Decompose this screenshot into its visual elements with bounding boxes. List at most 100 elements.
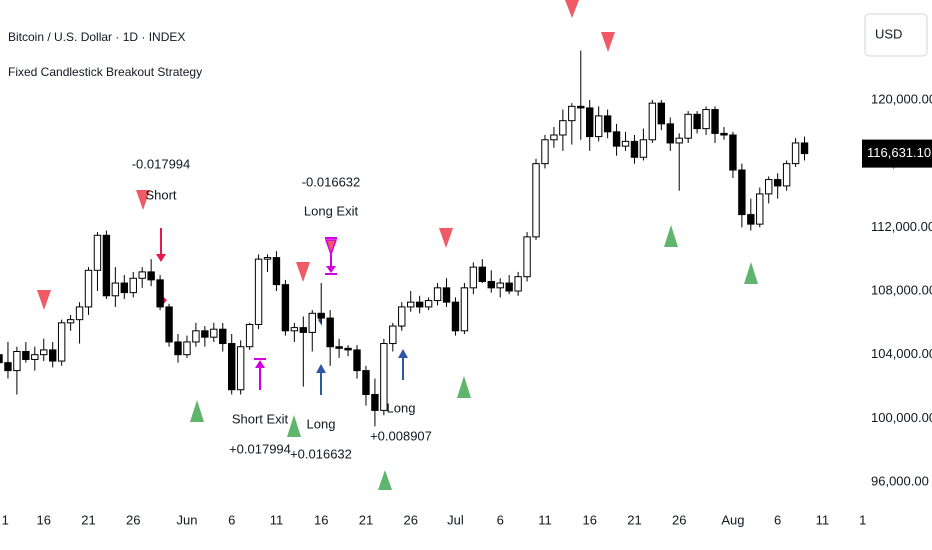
last-price-box xyxy=(862,139,932,168)
trade-profit: +0.008907 xyxy=(370,428,432,443)
candle-body xyxy=(505,282,513,292)
candle-body xyxy=(621,140,630,147)
candle-body xyxy=(49,349,57,362)
candle-body xyxy=(57,322,66,362)
sell-signals xyxy=(37,0,615,310)
trade-label: Short xyxy=(145,187,176,202)
candle-body xyxy=(75,306,84,321)
currency-button[interactable] xyxy=(864,13,928,57)
candle-body xyxy=(782,163,791,187)
x-tick-label: 21 xyxy=(627,512,641,527)
candle-body xyxy=(594,115,603,138)
candle-body xyxy=(738,169,746,216)
candle-body xyxy=(389,325,397,345)
candle-body xyxy=(210,328,218,338)
candle-body xyxy=(317,312,325,319)
buy-triangle xyxy=(378,470,392,490)
buy-triangle xyxy=(457,376,471,398)
trade-profit: -0.016632 xyxy=(302,174,361,189)
exit-marker xyxy=(324,239,338,257)
candle-body xyxy=(228,343,236,391)
sell-triangle xyxy=(601,32,615,52)
candle-body xyxy=(84,269,93,308)
candle-body xyxy=(720,132,728,136)
candle-body xyxy=(702,109,710,130)
candle-body xyxy=(0,354,3,364)
buy-triangle xyxy=(664,225,678,247)
buy-signals xyxy=(190,225,758,490)
x-tick-label: 11 xyxy=(816,512,830,527)
candle-body xyxy=(550,134,558,141)
x-tick-label: 21 xyxy=(81,512,95,527)
candle-body xyxy=(532,163,540,238)
short-arrow-head xyxy=(156,254,166,262)
y-tick-label: 96,000.00 xyxy=(871,473,929,488)
candle-body xyxy=(514,276,522,292)
x-tick-label: 26 xyxy=(403,512,417,527)
candle-body xyxy=(765,179,773,195)
candle-body xyxy=(442,287,451,303)
candle-body xyxy=(13,351,21,372)
x-tick-label: 1 xyxy=(859,512,866,527)
candle-body xyxy=(657,102,666,125)
candle-body xyxy=(362,370,370,395)
candle-body xyxy=(424,300,433,308)
candle-body xyxy=(102,234,111,297)
candle-body xyxy=(201,330,209,338)
candle-body xyxy=(308,312,316,333)
candle-body xyxy=(290,327,299,332)
candle-body xyxy=(22,351,30,360)
sell-triangle xyxy=(565,0,579,18)
candle-body xyxy=(371,393,379,411)
candle-body xyxy=(120,282,129,294)
x-tick-label: 26 xyxy=(126,512,140,527)
candle-body xyxy=(4,362,12,372)
candle-body xyxy=(603,115,612,133)
currency-label[interactable]: USD xyxy=(875,26,902,41)
candle-body xyxy=(192,330,200,343)
candle-body xyxy=(648,102,657,141)
candle-body xyxy=(326,317,334,348)
buy-triangle xyxy=(287,415,301,437)
sell-triangle xyxy=(136,190,150,210)
plot-area: -0.017994 Short -0.016632 Long Exit Shor… xyxy=(0,0,809,490)
x-tick-label: 1 xyxy=(2,512,9,527)
trade-label: Long Exit xyxy=(304,203,359,218)
candle-body xyxy=(93,234,102,271)
candle-body xyxy=(380,343,388,411)
trade-profit: +0.017994 xyxy=(229,441,291,456)
candle-body xyxy=(165,306,173,343)
x-tick-label: 26 xyxy=(672,512,686,527)
long-arrow-head xyxy=(398,349,408,358)
candle-body xyxy=(174,341,182,356)
candle-body xyxy=(693,113,701,130)
trade-label: Short Exit xyxy=(232,411,289,426)
candle-body xyxy=(460,287,469,332)
sell-triangle xyxy=(37,290,51,310)
x-tick-label: 6 xyxy=(774,512,781,527)
x-tick-label: 6 xyxy=(228,512,235,527)
symbol-title: Bitcoin / U.S. Dollar · 1D · INDEX xyxy=(8,30,185,44)
candle-body xyxy=(612,131,621,147)
sell-triangle xyxy=(296,262,310,282)
y-tick-label: 108,000.00 xyxy=(871,282,932,297)
candle-body xyxy=(791,142,800,165)
x-tick-label: 16 xyxy=(37,512,51,527)
candle-body xyxy=(451,301,460,332)
x-tick-label: 16 xyxy=(314,512,328,527)
candle-body xyxy=(156,279,164,308)
y-tick-label: 104,000.00 xyxy=(871,346,932,361)
last-price-label: 116,631.10 xyxy=(867,145,931,160)
candle-body xyxy=(469,266,478,289)
candle-body xyxy=(586,107,594,138)
candle-body xyxy=(281,284,290,332)
strategy-name: Fixed Candlestick Breakout Strategy xyxy=(8,65,202,79)
candle-body xyxy=(245,323,254,348)
candle-body xyxy=(684,113,692,139)
candle-body xyxy=(523,236,531,278)
candle-body xyxy=(577,105,585,109)
x-tick-label: Aug xyxy=(721,512,744,527)
x-tick-label: Jun xyxy=(176,512,197,527)
x-tick-label: 11 xyxy=(270,512,284,527)
